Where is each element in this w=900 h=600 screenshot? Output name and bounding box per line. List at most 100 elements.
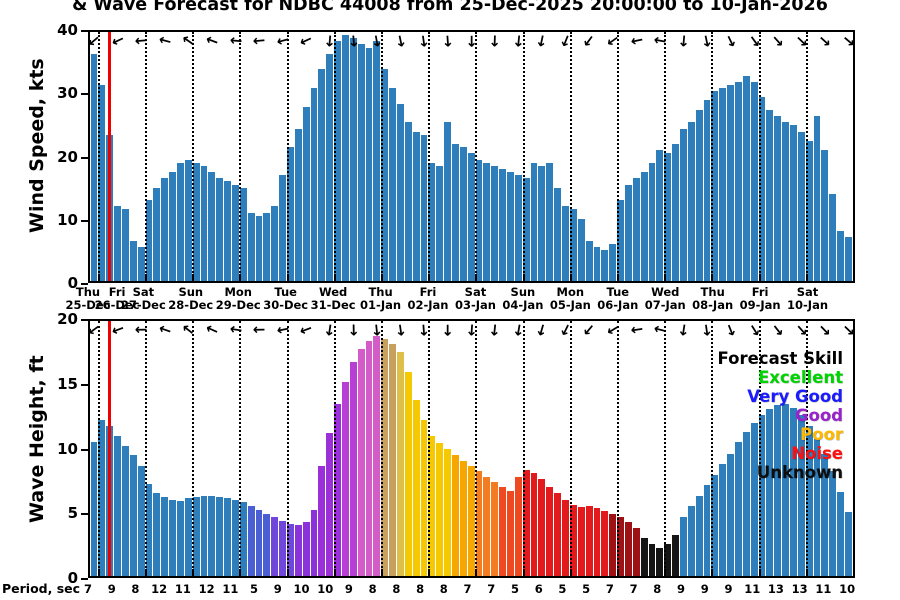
period-value: 10 <box>293 582 310 596</box>
x-axis-day-label: Thu 01-Jan <box>360 285 402 312</box>
wind-speed-bar <box>114 206 121 281</box>
wave-height-bar <box>609 513 617 576</box>
wind-speed-bar <box>121 209 129 281</box>
period-value: 5 <box>582 582 591 596</box>
wind-speed-bar <box>719 88 727 281</box>
legend-item-noise: Noise <box>791 444 843 463</box>
x-axis-day-label: Thu 25-Dec <box>65 285 111 312</box>
period-value: 12 <box>151 582 168 596</box>
wave-height-bar <box>679 517 687 576</box>
wave-y-tick-label: 5 <box>67 504 78 523</box>
wave-height-bar <box>719 463 727 576</box>
period-value: 13 <box>791 582 808 596</box>
wind-speed-bar <box>507 172 514 281</box>
legend-item-excellent: Excellent <box>757 368 843 387</box>
wave-height-bar <box>452 454 459 576</box>
wind-speed-bar <box>231 184 239 281</box>
wave-height-bar <box>412 400 420 576</box>
wave-height-bar <box>334 403 341 576</box>
period-value: 9 <box>677 582 686 596</box>
wave-height-bar <box>381 338 389 576</box>
now-line <box>108 321 112 576</box>
wind-speed-bar <box>98 84 106 281</box>
period-value: 7 <box>463 582 472 596</box>
wave-height-bar <box>758 415 766 576</box>
wind-speed-bar <box>271 206 279 281</box>
wave-height-bar <box>467 466 475 576</box>
wind-speed-bar <box>845 237 852 281</box>
wind-speed-bar <box>294 128 302 281</box>
wind-speed-bar <box>837 231 844 281</box>
wave-y-tick-label: 10 <box>57 439 78 458</box>
legend-item-good: Good <box>794 406 843 425</box>
wind-speed-bar <box>514 175 522 281</box>
wave-height-bar <box>420 420 428 576</box>
wave-height-bar <box>357 349 365 576</box>
wave-height-bar <box>176 500 184 576</box>
wave-height-bar <box>750 423 758 576</box>
y-tick-mark <box>81 156 88 159</box>
period-value: 8 <box>368 582 377 596</box>
y-tick-mark <box>81 513 88 516</box>
wind-speed-chart: → → → → → → → → → → → → → → → → → → → → → → → → → → → → → → → → → <box>83 30 860 283</box>
legend-items: Excellent Very Good Good Poor Noise Unknown <box>718 368 843 482</box>
x-axis-day-label: Sat 03-Jan <box>454 285 496 312</box>
wind-speed-bar <box>153 187 161 281</box>
wind-speed-bar <box>774 116 782 281</box>
wave-height-bar <box>829 471 837 576</box>
wave-height-bar <box>302 522 310 576</box>
wind-speed-bar <box>750 81 758 281</box>
wave-period-row: Period, sec 7 9 8 12 11 12 11 5 9 10 10 9 8 8 8 8 7 7 5 6 5 5… <box>0 579 900 599</box>
wave-height-bar <box>632 527 640 576</box>
period-value: 12 <box>198 582 215 596</box>
wind-speed-bar <box>216 178 224 281</box>
wave-height-bar <box>326 433 334 576</box>
wind-speed-bar <box>365 47 373 281</box>
period-value: 7 <box>629 582 638 596</box>
wave-height-bar <box>774 405 782 576</box>
period-value: 6 <box>534 582 543 596</box>
wave-height-bar <box>184 498 192 576</box>
wind-speed-bar <box>373 41 381 281</box>
wave-height-bar <box>90 442 98 576</box>
wave-height-bar <box>436 443 444 576</box>
x-axis-day-label: Mon 29-Dec <box>215 285 261 312</box>
wave-height-bar <box>279 521 286 576</box>
period-value: 11 <box>222 582 239 596</box>
wind-speed-bar <box>161 178 169 281</box>
wind-speed-bar <box>742 75 750 281</box>
wave-height-bar <box>444 448 452 576</box>
wave-height-bar <box>554 493 562 576</box>
wind-speed-bar <box>632 178 640 281</box>
wind-speed-bar <box>538 165 546 281</box>
period-value: 8 <box>439 582 448 596</box>
period-value: 10 <box>839 582 856 596</box>
wind-speed-bar <box>664 153 672 281</box>
wind-speed-bar <box>255 215 263 281</box>
wind-speed-bar <box>263 212 271 281</box>
wave-height-bar <box>782 403 789 576</box>
wind-speed-bar <box>397 103 404 281</box>
forecast-skill-legend: Forecast Skill Excellent Very Good Good Poo… <box>718 349 843 482</box>
wave-height-bar <box>342 382 349 576</box>
period-value: 13 <box>767 582 784 596</box>
period-value: 9 <box>344 582 353 596</box>
wind-y-tick-label: 30 <box>57 84 78 103</box>
x-axis-day-label: Tue 06-Jan <box>597 285 639 312</box>
x-axis-day-label: Sat 27-Dec <box>120 285 166 312</box>
wind-speed-bar <box>184 159 192 281</box>
wave-height-bar <box>389 343 397 576</box>
x-axis-day-label: Sun 28-Dec <box>168 285 214 312</box>
period-value: 8 <box>653 582 662 596</box>
wind-speed-bar <box>522 178 530 281</box>
wave-height-bar <box>538 479 546 576</box>
y-tick-mark <box>81 383 88 386</box>
wind-speed-bar <box>310 88 318 281</box>
wave-bars-container <box>90 321 853 576</box>
wind-speed-bar <box>247 212 255 281</box>
period-value: 9 <box>700 582 709 596</box>
wave-height-bar <box>711 475 719 576</box>
wind-speed-bar <box>562 206 569 281</box>
period-value: 9 <box>107 582 116 596</box>
wave-height-bar <box>428 435 436 576</box>
